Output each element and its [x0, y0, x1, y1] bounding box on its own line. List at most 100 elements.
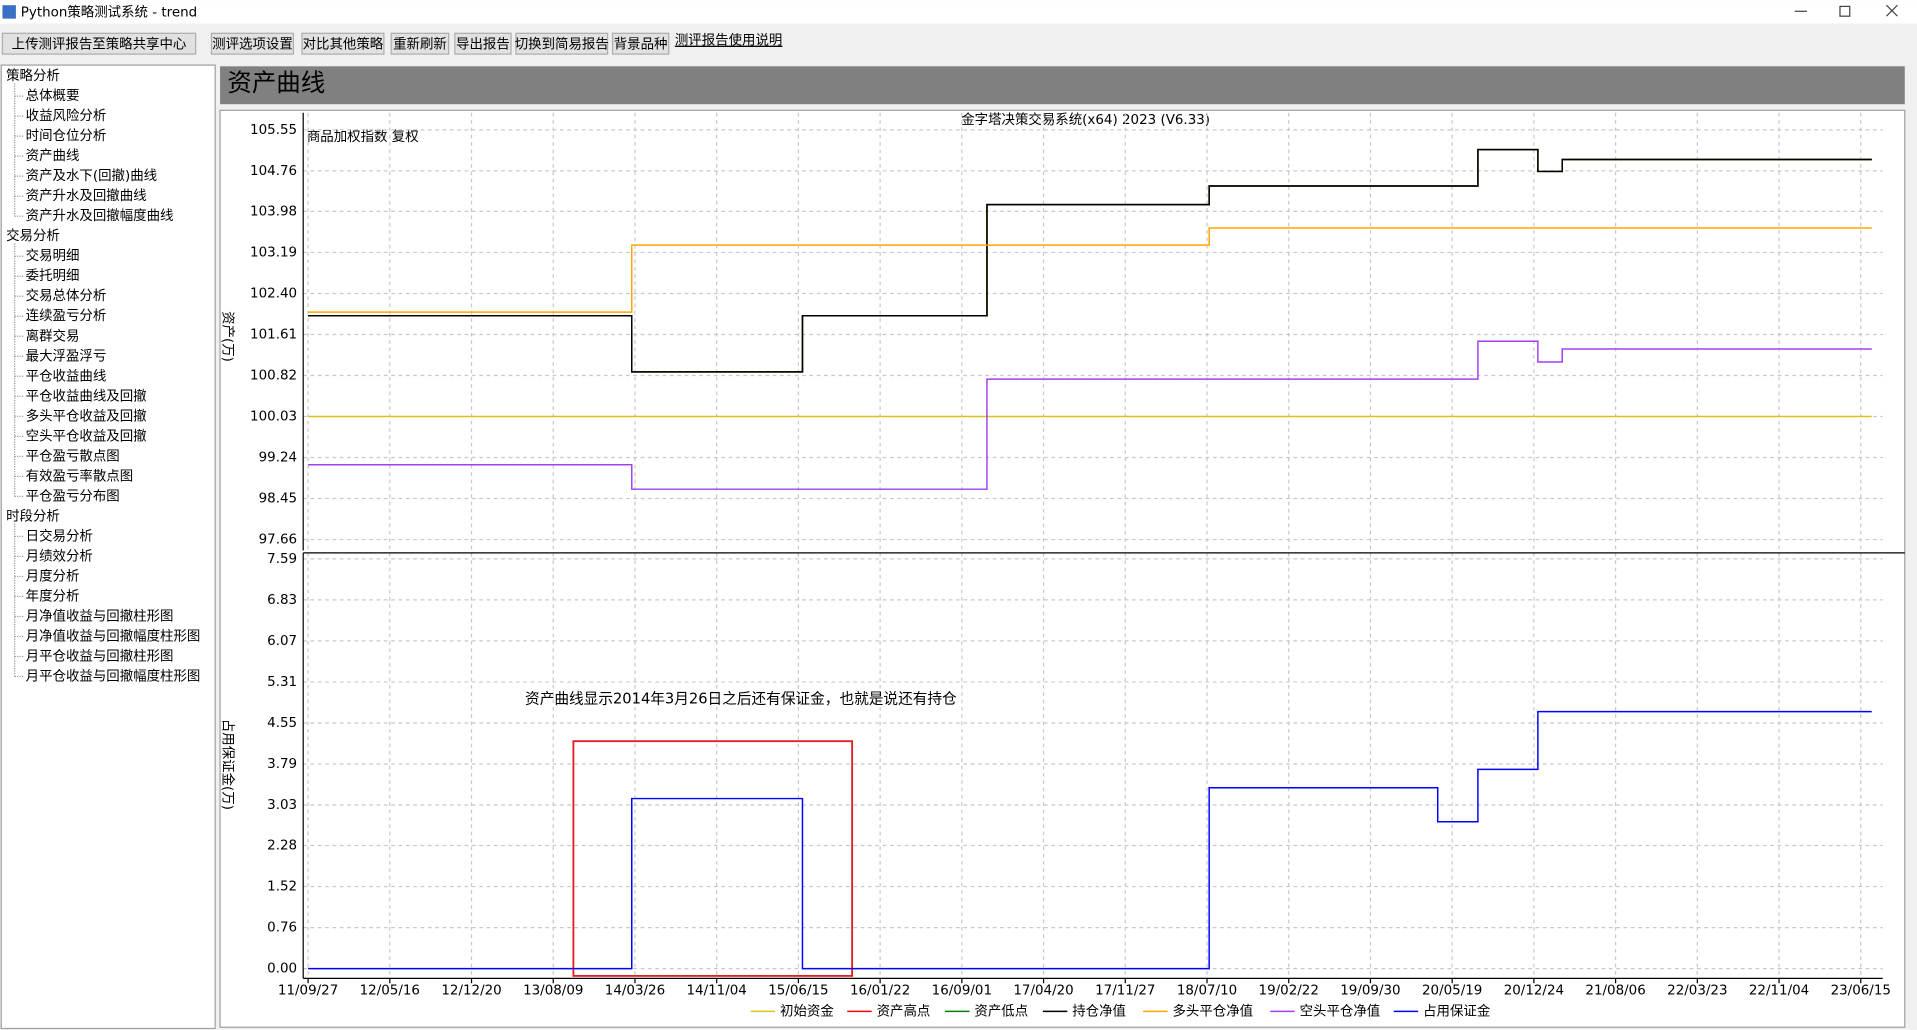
tree-item[interactable]: 月平仓收益与回撤幅度柱形图	[26, 669, 201, 685]
tree-item[interactable]: 离群交易	[26, 327, 80, 344]
x-tick-label: 23/06/15	[1831, 984, 1891, 999]
highlight-box	[572, 740, 854, 977]
tree-item[interactable]: 月度分析	[26, 568, 80, 584]
tree-item[interactable]: 收益风险分析	[26, 108, 107, 124]
toolbar-button[interactable]	[454, 32, 512, 55]
toolbar-button-label[interactable]: 上传测评报告至策略共享中心	[12, 35, 187, 52]
tree-item[interactable]: 连续盈亏分析	[26, 308, 107, 324]
tree-item[interactable]: 资产升水及回撤幅度曲线	[26, 208, 174, 224]
x-tick-label: 20/12/24	[1504, 984, 1564, 999]
y-tick-label: 100.03	[250, 410, 297, 425]
legend-label: 空头平仓净值	[1300, 1003, 1381, 1019]
x-tick-label: 21/08/06	[1585, 984, 1645, 999]
toolbar-button-label[interactable]: 切换到简易报告	[515, 35, 609, 52]
x-tick-label: 22/11/04	[1749, 984, 1809, 999]
tree-item[interactable]: 委托明细	[26, 268, 80, 284]
x-tick-label: 20/05/19	[1422, 984, 1482, 999]
tree-item[interactable]: 总体概要	[26, 88, 80, 104]
y-tick-label: 0.00	[267, 962, 297, 977]
y-tick-label: 3.79	[267, 757, 297, 772]
x-tick-label: 22/03/23	[1667, 984, 1727, 999]
series-line	[308, 227, 1872, 313]
y-tick-label: 7.59	[267, 552, 297, 567]
tree-group[interactable]: 时段分析	[6, 508, 60, 524]
tree-item[interactable]: 交易总体分析	[26, 287, 107, 304]
tree-item[interactable]: 平仓收益曲线	[26, 368, 107, 384]
tree-group[interactable]: 策略分析	[6, 67, 60, 84]
x-tick-label: 13/08/09	[523, 984, 583, 999]
x-tick-label: 16/09/01	[932, 984, 992, 999]
panel-header	[220, 66, 1905, 105]
x-tick-label: 19/09/30	[1340, 984, 1400, 999]
tree-item[interactable]: 有效盈亏率散点图	[26, 467, 134, 484]
tree-item[interactable]: 多头平仓收益及回撤	[26, 407, 147, 424]
restore-button[interactable]	[1839, 5, 1851, 17]
toolbar-button-label[interactable]: 测评选项设置	[212, 36, 293, 52]
x-tick-label: 19/02/22	[1259, 984, 1319, 999]
panel-title: 资产曲线	[227, 68, 325, 97]
tree-item[interactable]: 平仓盈亏散点图	[26, 448, 120, 464]
chart-subtitle: 商品加权指数 复权	[307, 128, 419, 145]
tree-item[interactable]: 资产及水下(回撤)曲线	[26, 168, 157, 184]
y-tick-label: 102.40	[250, 286, 297, 301]
y-tick-label: 0.76	[267, 921, 297, 936]
tree-item[interactable]: 月平仓收益与回撤柱形图	[26, 648, 174, 664]
toolbar-button[interactable]	[210, 32, 295, 55]
toolbar-button[interactable]	[515, 32, 609, 55]
legend-label: 资产高点	[877, 1002, 931, 1019]
tree-item[interactable]: 最大浮盈浮亏	[26, 348, 107, 364]
tree-item[interactable]: 资产升水及回撤曲线	[26, 188, 147, 204]
y-tick-label: 99.24	[259, 451, 297, 466]
annotation: 资产曲线显示2014年3月26日之后还有保证金，也就是说还有持仓	[525, 691, 957, 708]
series-line	[308, 148, 1872, 373]
toolbar-button-label[interactable]: 对比其他策略	[303, 35, 384, 52]
tree-item[interactable]: 资产曲线	[26, 148, 80, 164]
toolbar-button[interactable]	[1, 32, 197, 55]
tree-item[interactable]: 年度分析	[26, 588, 80, 604]
series-line	[308, 340, 1872, 490]
x-tick-label: 14/11/04	[687, 984, 747, 999]
legend-label: 多头平仓净值	[1172, 1002, 1253, 1019]
toolbar-button-label[interactable]: 重新刷新	[393, 36, 447, 52]
legend-label: 持仓净值	[1072, 1003, 1126, 1019]
x-tick-label: 17/04/20	[1013, 984, 1073, 999]
tree-group[interactable]: 交易分析	[6, 227, 60, 244]
x-tick-label: 17/11/27	[1095, 984, 1155, 999]
tree-item[interactable]: 月净值收益与回撤柱形图	[26, 608, 174, 624]
toolbar-button-label[interactable]: 导出报告	[456, 36, 510, 52]
y-tick-label: 5.31	[267, 675, 297, 690]
y-tick-label: 103.19	[250, 245, 297, 260]
legend-label: 占用保证金	[1423, 1003, 1491, 1019]
toolbar-button-label[interactable]: 背景品种	[614, 36, 668, 52]
tree-item[interactable]: 月净值收益与回撤幅度柱形图	[26, 628, 201, 644]
series-line	[308, 710, 1872, 970]
title-bar	[0, 0, 1917, 24]
toolbar-button[interactable]	[390, 32, 450, 55]
y-tick-label: 97.66	[259, 533, 297, 548]
tree-item[interactable]: 空头平仓收益及回撤	[26, 428, 147, 444]
help-link[interactable]: 测评报告使用说明	[675, 32, 783, 49]
tree-item[interactable]: 时间仓位分析	[26, 128, 107, 144]
x-tick-label: 15/06/15	[768, 984, 828, 999]
y-tick-label: 100.82	[250, 368, 297, 383]
tree-item[interactable]: 交易明细	[26, 247, 80, 264]
chart-title: 金字塔决策交易系统(x64) 2023 (V6.33)	[961, 111, 1210, 128]
y-tick-label: 2.28	[267, 839, 297, 854]
x-tick-label: 18/07/10	[1177, 984, 1237, 999]
y-tick-label: 3.03	[267, 798, 297, 813]
tree-item[interactable]: 平仓盈亏分布图	[26, 488, 120, 504]
x-tick-label: 12/12/20	[441, 984, 501, 999]
tree-item[interactable]: 平仓收益曲线及回撤	[26, 388, 147, 404]
y-tick-label: 105.55	[250, 123, 297, 138]
legend-label: 初始资金	[780, 1003, 834, 1019]
tree-item[interactable]: 日交易分析	[26, 527, 93, 544]
toolbar-button[interactable]	[301, 32, 385, 55]
legend-label: 资产低点	[974, 1003, 1028, 1019]
close-button[interactable]	[1886, 4, 1898, 17]
y-tick-label: 1.52	[267, 880, 297, 895]
tree-item[interactable]: 月绩效分析	[26, 548, 93, 564]
toolbar-button[interactable]	[611, 32, 670, 55]
y-tick-label: 4.55	[267, 716, 297, 731]
y-axis-title: 占用保证金(万)	[219, 719, 235, 810]
